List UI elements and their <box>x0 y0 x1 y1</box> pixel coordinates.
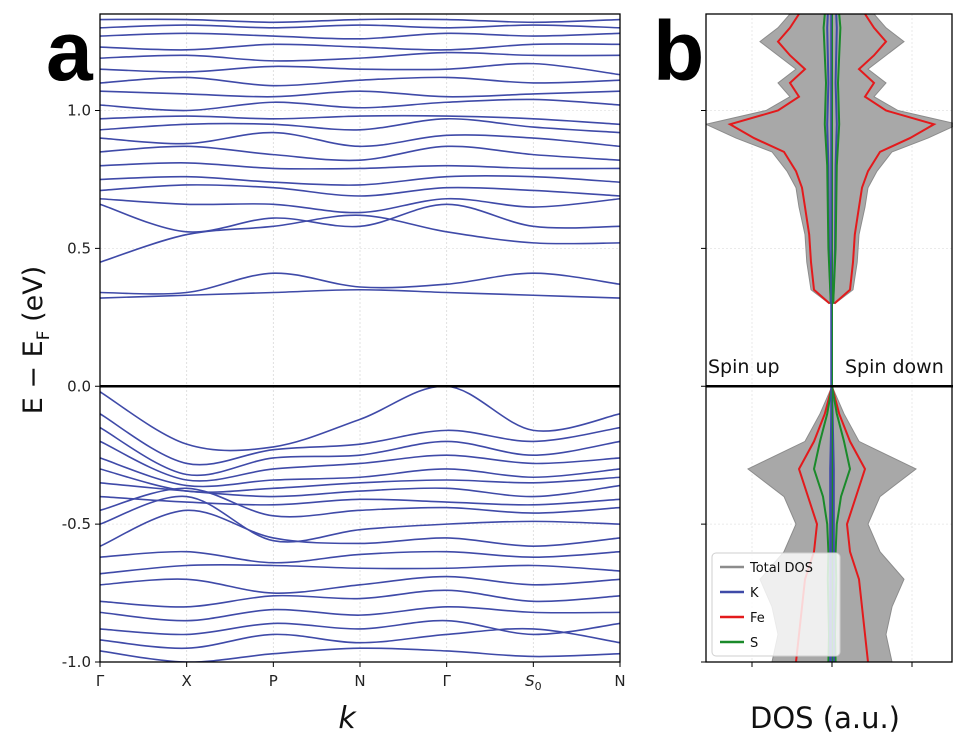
band-line-17 <box>100 43 620 51</box>
band-line-1 <box>100 272 620 295</box>
band-line-33 <box>100 563 620 575</box>
band-line-22 <box>100 413 620 466</box>
x-tick-subscript: 0 <box>535 680 542 693</box>
band-line-31 <box>100 509 620 547</box>
band-lines <box>100 18 620 662</box>
dos-legend: Total DOS K Fe S <box>711 552 841 657</box>
band-line-11 <box>100 114 620 126</box>
total-dos-fill <box>706 14 953 305</box>
band-line-13 <box>100 90 620 98</box>
band-line-6 <box>100 175 620 186</box>
s-dos-spin-up <box>822 14 832 304</box>
y-tick-label: 1.0 <box>67 102 91 120</box>
legend-box <box>711 552 841 657</box>
band-structure-panel: a -1.0 -0.5 0.0 0.5 1.0 Γ X P N Γ S0 N k E − EF (e… <box>18 4 626 735</box>
band-y-axis-label: E − EF (eV) <box>18 266 54 414</box>
panel-b-label: b <box>653 4 704 98</box>
fe-dos-spin-down <box>833 14 937 305</box>
band-y-ticks: -1.0 -0.5 0.0 0.5 1.0 <box>62 102 100 671</box>
band-line-10 <box>100 117 620 134</box>
band-line-36 <box>100 606 620 622</box>
band-x-axis-label: k <box>338 701 357 735</box>
band-line-32 <box>100 550 620 564</box>
band-line-4 <box>100 197 620 214</box>
y-tick-label: -1.0 <box>62 653 91 671</box>
x-tick-label: S0 <box>525 672 542 693</box>
x-tick-main: S <box>525 672 535 690</box>
x-tick-label: X <box>182 672 192 690</box>
y-tick-label: 0.5 <box>67 239 91 257</box>
dos-ticks <box>701 110 913 667</box>
x-tick-label: N <box>614 672 625 690</box>
band-line-39 <box>100 647 620 662</box>
band-line-30 <box>100 495 620 543</box>
band-line-15 <box>100 62 620 76</box>
band-line-0 <box>100 288 620 299</box>
band-line-12 <box>100 98 620 112</box>
band-line-5 <box>100 184 620 197</box>
dos-plot-frame <box>705 13 953 663</box>
band-line-9 <box>100 131 620 148</box>
x-tick-label: P <box>269 672 278 690</box>
y-tick-label: -0.5 <box>62 515 91 533</box>
band-line-2 <box>100 214 620 263</box>
band-line-38 <box>100 627 620 650</box>
dos-x-axis-label: DOS (a.u.) <box>750 701 900 735</box>
dos-panel: b Spin up Spin down Total DOS K Fe S DOS (a… <box>653 4 953 735</box>
band-line-34 <box>100 575 620 594</box>
band-line-27 <box>100 481 620 498</box>
band-line-7 <box>100 162 620 170</box>
fe-dos-spin-down <box>831 386 869 662</box>
x-tick-label: N <box>354 672 365 690</box>
band-line-23 <box>100 426 620 477</box>
y-tick-label: 0.0 <box>67 377 91 395</box>
s-dos-spin-down <box>832 14 842 304</box>
panel-a-label: a <box>46 4 94 98</box>
band-line-14 <box>100 76 620 87</box>
band-line-21 <box>100 385 620 452</box>
legend-label-k: K <box>750 586 759 601</box>
band-line-35 <box>100 589 620 608</box>
band-line-8 <box>100 145 620 162</box>
band-x-ticks: Γ X P N Γ S0 N <box>96 662 626 693</box>
band-line-18 <box>100 32 620 40</box>
band-line-24 <box>100 440 620 482</box>
band-line-37 <box>100 619 620 636</box>
spin-up-label: Spin up <box>708 356 780 378</box>
band-line-16 <box>100 51 620 62</box>
x-tick-label: Γ <box>442 672 451 690</box>
band-line-29 <box>100 487 620 518</box>
band-line-20 <box>100 18 620 24</box>
legend-label-total-dos: Total DOS <box>749 561 813 576</box>
legend-label-s: S <box>750 636 758 651</box>
legend-label-fe: Fe <box>750 611 765 626</box>
band-line-3 <box>100 203 620 233</box>
fe-dos-spin-up <box>727 14 831 305</box>
spin-down-label: Spin down <box>845 356 944 378</box>
x-tick-label: Γ <box>96 672 105 690</box>
band-line-25 <box>100 457 620 488</box>
band-line-19 <box>100 24 620 29</box>
band-line-28 <box>100 495 620 506</box>
